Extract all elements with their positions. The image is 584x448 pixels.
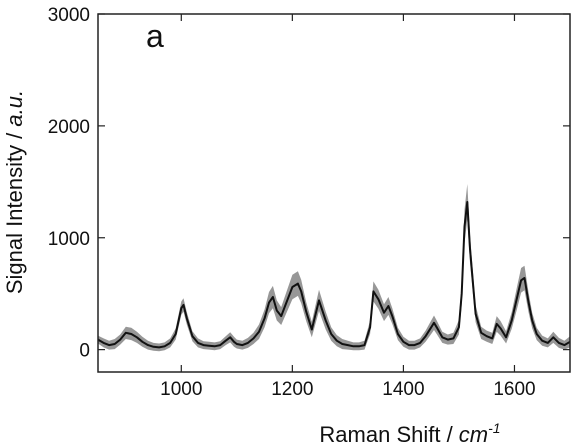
series-line-0 [97, 201, 571, 349]
y-tick-label: 1000 [48, 229, 90, 250]
x-tick-label: 1400 [382, 379, 424, 400]
plot-border [97, 13, 571, 373]
x-axis-ticks: 1000 1200 1400 1600 [160, 14, 536, 400]
y-tick-label: 2000 [48, 117, 90, 138]
y-tick-label: 3000 [48, 5, 90, 26]
x-tick-label: 1200 [271, 379, 313, 400]
mean-spectrum-series [97, 201, 571, 349]
y-axis-ticks: 0 1000 2000 3000 [48, 5, 570, 362]
x-tick-label: 1000 [160, 379, 202, 400]
y-tick-label: 0 [79, 341, 90, 362]
x-tick-label: 1600 [493, 379, 535, 400]
panel-label: a [146, 18, 164, 54]
plot-frame [97, 13, 571, 373]
x-axis-title: Raman Shift / cm-1 [319, 420, 500, 447]
y-axis-title: Signal Intensity / a.u. [2, 90, 27, 294]
